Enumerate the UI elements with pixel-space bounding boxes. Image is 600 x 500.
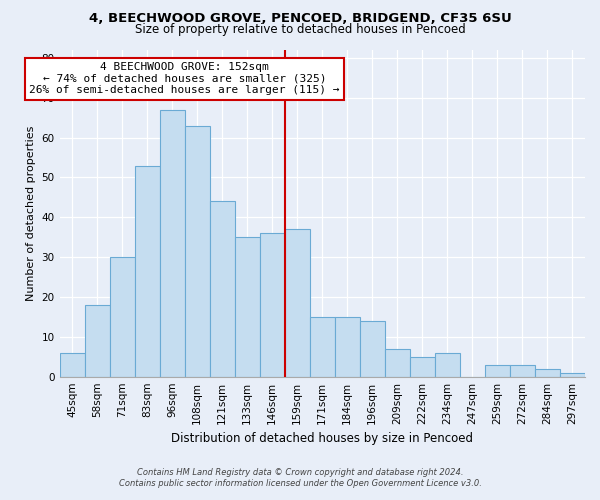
Bar [209, 202, 235, 376]
Bar [510, 364, 535, 376]
Bar [185, 126, 209, 376]
Bar [435, 353, 460, 376]
Text: 4 BEECHWOOD GROVE: 152sqm
← 74% of detached houses are smaller (325)
26% of semi: 4 BEECHWOOD GROVE: 152sqm ← 74% of detac… [29, 62, 340, 95]
Y-axis label: Number of detached properties: Number of detached properties [26, 126, 36, 301]
X-axis label: Distribution of detached houses by size in Pencoed: Distribution of detached houses by size … [171, 432, 473, 445]
Bar [260, 234, 285, 376]
Bar [310, 317, 335, 376]
Bar [85, 305, 110, 376]
Bar [560, 372, 585, 376]
Bar [360, 321, 385, 376]
Bar [160, 110, 185, 376]
Bar [110, 257, 134, 376]
Text: Contains HM Land Registry data © Crown copyright and database right 2024.
Contai: Contains HM Land Registry data © Crown c… [119, 468, 481, 487]
Bar [385, 349, 410, 376]
Bar [485, 364, 510, 376]
Bar [335, 317, 360, 376]
Text: Size of property relative to detached houses in Pencoed: Size of property relative to detached ho… [134, 22, 466, 36]
Text: 4, BEECHWOOD GROVE, PENCOED, BRIDGEND, CF35 6SU: 4, BEECHWOOD GROVE, PENCOED, BRIDGEND, C… [89, 12, 511, 26]
Bar [410, 357, 435, 376]
Bar [285, 230, 310, 376]
Bar [59, 353, 85, 376]
Bar [134, 166, 160, 376]
Bar [235, 237, 260, 376]
Bar [535, 368, 560, 376]
